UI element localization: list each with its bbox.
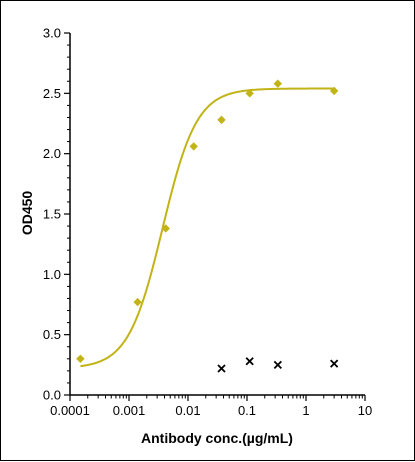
y-tick-label: 2.0 (43, 146, 61, 161)
data-point-diamond (189, 142, 198, 151)
x-tick-label: 0.0001 (50, 403, 90, 418)
x-tick-label: 0.1 (238, 403, 256, 418)
plot-area (76, 79, 339, 373)
data-point-diamond (76, 354, 85, 363)
y-tick-label: 1.5 (43, 207, 61, 222)
data-point-diamond (133, 297, 142, 307)
data-point-x (330, 359, 339, 368)
x-tick-label: 10 (358, 403, 372, 418)
y-axis-title: OD450 (19, 191, 35, 236)
data-point-diamond (245, 89, 254, 98)
y-tick-label: 0.5 (43, 327, 61, 342)
y-tick-label: 1.0 (43, 267, 61, 282)
data-point-diamond (329, 86, 339, 96)
axes: 0.0 0.5 1.0 1.5 2.0 2.5 3.0 0.0001 0.001 0.01 0.1 1… (43, 26, 372, 419)
fit-curve (80, 87, 335, 368)
y-tick-label: 0.0 (43, 388, 61, 403)
data-point-diamond (217, 115, 226, 125)
y-tick-label: 2.5 (43, 86, 61, 101)
x-tick-label: 0.01 (175, 403, 200, 418)
x-tick-label: 1 (302, 403, 309, 418)
data-point-x (245, 357, 254, 366)
data-point-x (273, 360, 282, 369)
x-tick-label: 0.001 (113, 403, 146, 418)
data-point-diamond (273, 79, 283, 88)
x-axis-title: Antibody conc.(µg/mL) (141, 430, 293, 446)
data-point-diamond (161, 224, 170, 233)
data-point-x (217, 364, 226, 373)
y-tick-label: 3.0 (43, 26, 61, 41)
